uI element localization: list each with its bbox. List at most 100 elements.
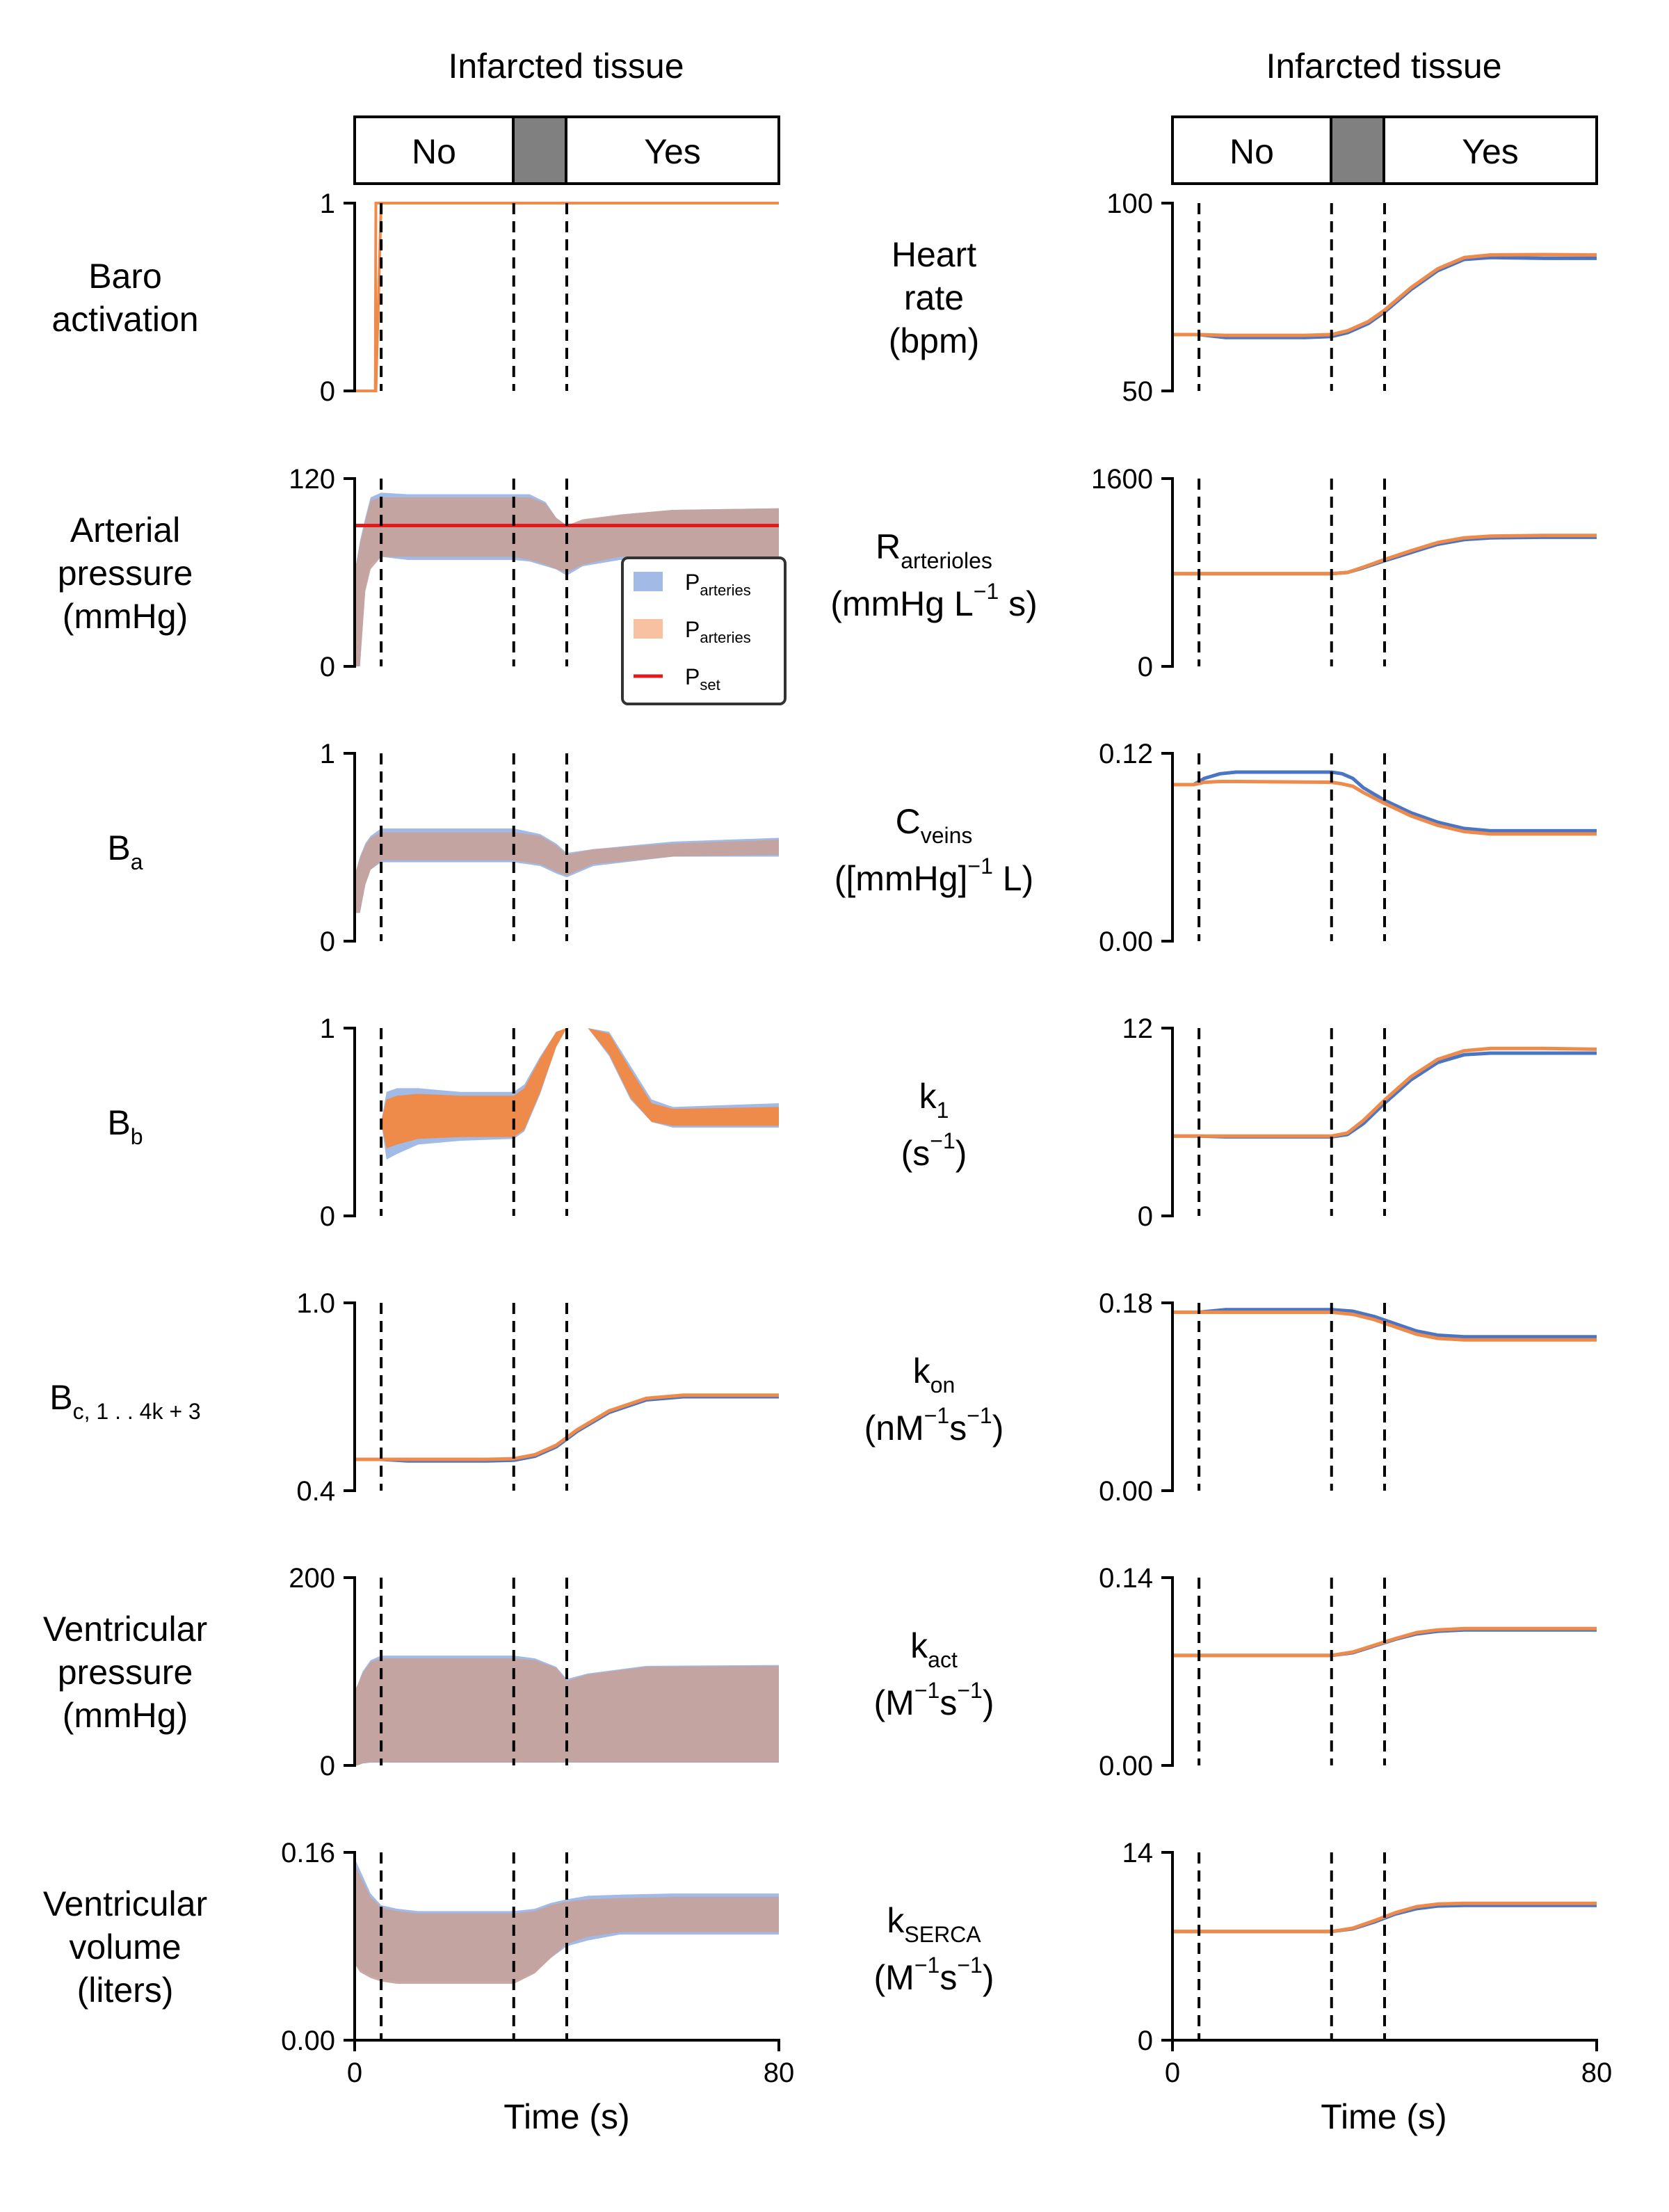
- right-infarct-bar: No Yes: [1171, 115, 1598, 185]
- row-label-ventv-0: Ventricular: [43, 1884, 207, 1923]
- series-kon-0: [1172, 1308, 1597, 1339]
- legend-label-2: Parteries: [685, 617, 751, 646]
- x-tick-label-0: 0: [347, 2058, 362, 2088]
- row-label-hr-1: rate: [904, 278, 964, 317]
- y-tick-label-1: 14: [1122, 1838, 1154, 1868]
- left-bar-no-label: No: [412, 132, 456, 171]
- panel-kserca: 0 14 0 80 kSERCA (M−1s−1): [874, 1838, 1613, 2088]
- panel-bc: 0.4 1.0 Bc, 1 . . 4k + 3: [49, 1288, 779, 1507]
- right-bar-no-label: No: [1229, 132, 1274, 171]
- row-label-kserca: kSERCA: [887, 1901, 981, 1947]
- y-tick-label-0: 0.00: [1099, 1751, 1153, 1781]
- y-tick-label-1: 1: [320, 1013, 335, 1044]
- series-ventv-1: [355, 1864, 779, 1984]
- y-tick-label-1: 200: [289, 1563, 335, 1594]
- x-tick-label-1: 80: [764, 2058, 795, 2088]
- row-label-baro-1: activation: [51, 300, 198, 339]
- row-label-cveins-units: ([mmHg]−1 L): [834, 853, 1034, 898]
- row-label-ventp-0: Ventricular: [43, 1610, 207, 1649]
- y-tick-label-0: 0.4: [296, 1476, 335, 1507]
- y-tick-label-1: 0.16: [281, 1838, 335, 1868]
- series-k1-1: [1172, 1046, 1597, 1138]
- panel-k1: 0 12 k1 (s−1): [901, 1013, 1597, 1232]
- series-cveins-1: [1172, 780, 1597, 836]
- series-kact-1: [1172, 1626, 1597, 1658]
- series-bc-1: [355, 1393, 779, 1461]
- y-tick-label-1: 1: [320, 739, 335, 769]
- y-tick-label-0: 0.00: [1099, 1476, 1153, 1507]
- panel-ventv: 0.00 0.16 0 80 Ventricular volume (liters): [43, 1838, 794, 2088]
- y-tick-label-0: 0: [320, 1201, 335, 1232]
- y-tick-label-1: 120: [289, 464, 335, 495]
- right-x-axis-title: Time (s): [1321, 2097, 1446, 2136]
- y-tick-label-0: 0: [320, 1751, 335, 1781]
- legend-label-3: Pset: [685, 664, 720, 694]
- legend-swatch-orange: [634, 619, 663, 639]
- row-label-ventv-1: volume: [69, 1928, 181, 1966]
- row-label-ventp-2: (mmHg): [63, 1696, 188, 1735]
- row-label-k1: k1: [919, 1077, 949, 1123]
- y-tick-label-0: 0.00: [1099, 927, 1153, 957]
- panel-ventp: 0 200 Ventricular pressure (mmHg): [43, 1563, 779, 1781]
- left-infarct-bar: No Yes: [353, 115, 780, 185]
- row-label-baro-0: Baro: [88, 257, 162, 296]
- row-label-kon: kon: [913, 1352, 956, 1397]
- series-bb-1: [355, 1028, 779, 1148]
- y-tick-label-0: 0.00: [281, 2026, 335, 2056]
- right-infarct-title: Infarcted tissue: [1266, 47, 1501, 86]
- row-label-arterial-2: (mmHg): [63, 597, 188, 636]
- row-label-bb: Bb: [107, 1103, 143, 1149]
- series-kon-1: [1172, 1311, 1597, 1342]
- right-bar-yes-label: Yes: [1462, 132, 1519, 171]
- y-tick-label-1: 0.18: [1099, 1288, 1153, 1319]
- legend-swatch-blue: [634, 572, 663, 591]
- y-tick-label-0: 50: [1122, 376, 1154, 407]
- panel-hr: 50 100 Heart rate (bpm): [889, 189, 1597, 407]
- y-tick-label-1: 100: [1106, 189, 1153, 219]
- left-infarct-title: Infarcted tissue: [448, 47, 684, 86]
- panel-cveins: 0.00 0.12 Cveins ([mmHg]−1 L): [834, 739, 1597, 957]
- y-tick-label-0: 0: [320, 927, 335, 957]
- series-hr-1: [1172, 253, 1597, 337]
- panel-kon: 0.00 0.18 kon (nM−1s−1): [864, 1288, 1597, 1507]
- y-tick-label-1: 1.0: [296, 1288, 335, 1319]
- y-tick-label-0: 0: [1138, 652, 1153, 682]
- y-tick-label-1: 1600: [1091, 464, 1153, 495]
- row-label-cveins: Cveins: [896, 802, 973, 848]
- panel-rart: 0 1600 Rarterioles (mmHg L−1 s): [830, 464, 1597, 682]
- panel-arterial: 0 120 Arterial pressure (mmHg): [58, 464, 779, 682]
- right-bar-transition: [1331, 117, 1384, 184]
- panel-baro: 0 1 Baro activation: [51, 189, 779, 407]
- row-label-rart: Rarterioles: [876, 527, 992, 573]
- row-label-bc: Bc, 1 . . 4k + 3: [49, 1378, 200, 1424]
- y-tick-label-0: 0: [1138, 2026, 1153, 2056]
- panels: 01Baroactivation0120Arterialpressure(mmH…: [43, 189, 1612, 2088]
- row-label-ventp-1: pressure: [58, 1653, 193, 1692]
- row-label-ventv-2: (liters): [77, 1971, 174, 2010]
- row-label-ba: Ba: [107, 828, 143, 874]
- left-bar-transition: [513, 117, 566, 184]
- row-label-kact-units: (M−1s−1): [874, 1678, 994, 1722]
- y-tick-label-1: 12: [1122, 1013, 1154, 1044]
- y-tick-label-0: 0: [320, 652, 335, 682]
- row-label-k1-units: (s−1): [901, 1128, 967, 1173]
- row-label-kserca-units: (M−1s−1): [874, 1953, 994, 1997]
- y-tick-label-1: 0.12: [1099, 739, 1153, 769]
- x-tick-label-1: 80: [1581, 2058, 1613, 2088]
- legend-frame: [621, 556, 787, 705]
- row-label-kact: kact: [910, 1626, 958, 1672]
- y-tick-label-1: 0.14: [1099, 1563, 1153, 1594]
- series-arterial-1: [355, 497, 779, 666]
- left-bar-yes-label: Yes: [644, 132, 701, 171]
- panel-bb: 0 1 Bb: [107, 1013, 779, 1232]
- panel-kact: 0.00 0.14 kact (M−1s−1): [874, 1563, 1597, 1781]
- legend: Parteries Parteries Pset: [621, 556, 787, 705]
- series-kserca-1: [1172, 1901, 1597, 1934]
- row-label-arterial-0: Arterial: [70, 511, 180, 550]
- row-label-kon-units: (nM−1s−1): [864, 1403, 1004, 1448]
- panel-ba: 0 1 Ba: [107, 739, 779, 957]
- y-tick-label-0: 0: [1138, 1201, 1153, 1232]
- row-label-hr-2: (bpm): [889, 321, 980, 360]
- y-tick-label-0: 0: [320, 376, 335, 407]
